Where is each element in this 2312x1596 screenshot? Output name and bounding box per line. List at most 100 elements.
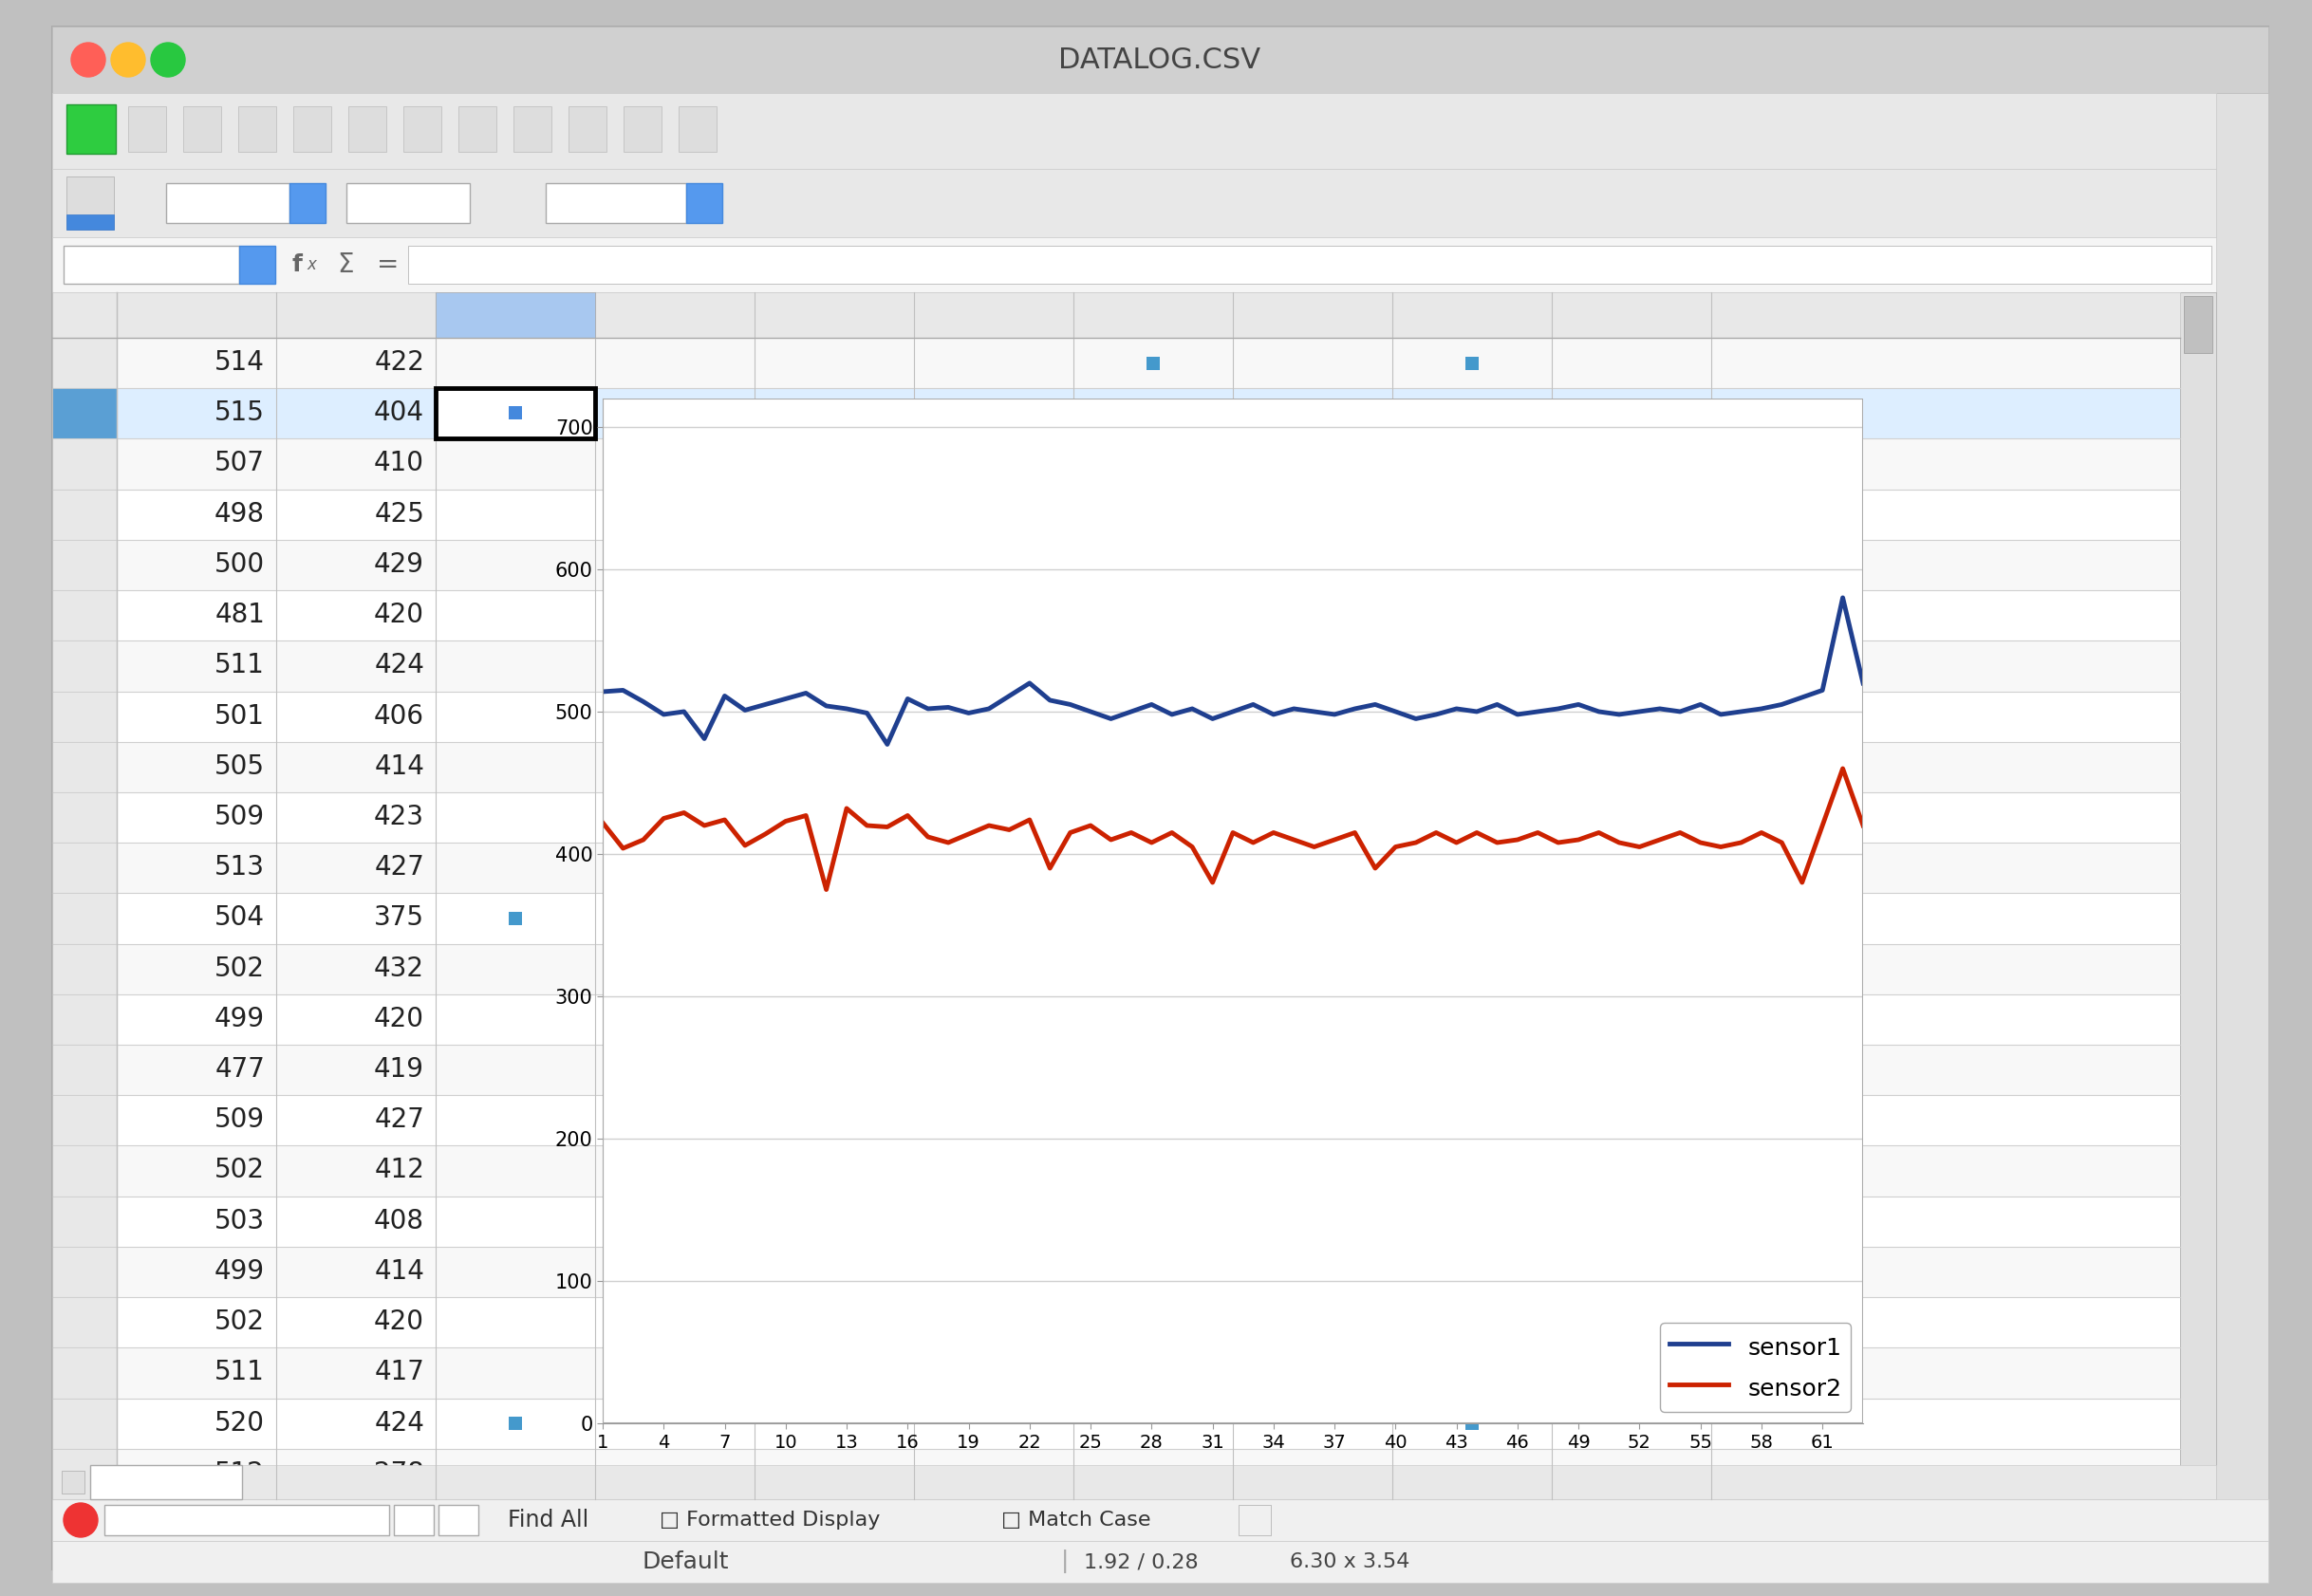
- Bar: [53, 1095, 116, 1146]
- Bar: [1073, 292, 1232, 338]
- Legend: sensor1, sensor2: sensor1, sensor2: [1660, 1323, 1852, 1411]
- Text: Default: Default: [643, 1550, 728, 1574]
- Bar: [347, 184, 469, 223]
- Text: 501: 501: [215, 702, 266, 729]
- Text: 499: 499: [215, 1258, 266, 1285]
- Bar: [2217, 93, 2268, 1569]
- Text: 414: 414: [375, 753, 423, 780]
- Text: 23: 23: [67, 1460, 102, 1486]
- Text: □ Formatted Display: □ Formatted Display: [659, 1510, 881, 1529]
- Text: 498: 498: [215, 501, 266, 527]
- Text: Σ: Σ: [338, 252, 354, 278]
- sensor2: [1829, 760, 1857, 779]
- Text: 509: 509: [215, 1106, 266, 1133]
- Text: 414: 414: [375, 1258, 423, 1285]
- Circle shape: [65, 1503, 97, 1537]
- sensor2: [1484, 833, 1512, 852]
- Text: 2: 2: [76, 399, 95, 426]
- sensor1: [996, 686, 1024, 705]
- Bar: [53, 292, 116, 338]
- Bar: [53, 292, 2180, 1499]
- Text: 18: 18: [67, 1208, 102, 1234]
- Text: 8: 8: [76, 702, 92, 729]
- Text: 17: 17: [67, 1157, 102, 1184]
- Bar: [67, 104, 116, 153]
- Bar: [116, 894, 2180, 943]
- Text: 511: 511: [215, 1360, 266, 1385]
- Text: 20: 20: [67, 1309, 102, 1336]
- Text: 477: 477: [215, 1057, 266, 1082]
- Text: ✕: ✕: [72, 1510, 90, 1529]
- Bar: [1232, 292, 1392, 338]
- Text: F: F: [987, 302, 1001, 329]
- Text: 512: 512: [215, 1460, 266, 1486]
- Text: 22: 22: [67, 1409, 102, 1436]
- Text: 6: 6: [76, 602, 92, 629]
- Bar: [1392, 292, 1551, 338]
- Bar: [166, 184, 289, 223]
- Text: 15: 15: [67, 1057, 102, 1082]
- Bar: [458, 107, 497, 152]
- Bar: [680, 107, 717, 152]
- Bar: [67, 177, 113, 230]
- Text: 🔍: 🔍: [1242, 1511, 1253, 1529]
- Text: 423: 423: [375, 804, 423, 830]
- Text: 502: 502: [215, 1157, 266, 1184]
- Text: Find: Find: [118, 1508, 166, 1532]
- Circle shape: [111, 43, 146, 77]
- Bar: [435, 292, 594, 1499]
- Bar: [402, 107, 442, 152]
- Text: 21: 21: [67, 1360, 102, 1385]
- Text: J: J: [1628, 302, 1635, 329]
- Bar: [53, 591, 116, 640]
- Text: 502: 502: [215, 1309, 266, 1336]
- Text: 10: 10: [67, 804, 102, 830]
- Bar: [1239, 1505, 1272, 1535]
- Bar: [116, 691, 2180, 742]
- Text: None: None: [569, 192, 631, 214]
- Bar: [53, 1246, 116, 1298]
- Text: 3: 3: [76, 450, 92, 477]
- Bar: [116, 388, 2180, 439]
- Text: 404: 404: [375, 399, 423, 426]
- Bar: [53, 1045, 116, 1095]
- Bar: [116, 843, 2180, 894]
- Bar: [2185, 295, 2213, 353]
- sensor1: [955, 704, 983, 723]
- Bar: [116, 1045, 2180, 1095]
- Bar: [53, 1499, 2268, 1542]
- Text: Find All: Find All: [509, 1508, 590, 1532]
- Bar: [687, 184, 721, 223]
- Bar: [594, 292, 754, 338]
- Bar: [53, 388, 116, 439]
- Bar: [53, 943, 116, 994]
- Text: 278: 278: [375, 1460, 423, 1486]
- Bar: [53, 93, 2217, 169]
- sensor2: [1850, 816, 1877, 835]
- Bar: [53, 1298, 116, 1347]
- sensor1: [874, 734, 902, 753]
- Text: 507: 507: [215, 450, 266, 477]
- Text: 509: 509: [215, 804, 266, 830]
- Text: 410: 410: [375, 450, 423, 477]
- Text: DATALOG: DATALOG: [118, 1473, 215, 1492]
- Text: x: x: [307, 257, 317, 273]
- Bar: [1466, 911, 1480, 926]
- Bar: [116, 1449, 2180, 1499]
- Bar: [275, 292, 435, 338]
- Text: 417: 417: [375, 1360, 423, 1385]
- Bar: [53, 539, 116, 591]
- Bar: [53, 640, 116, 691]
- Bar: [53, 27, 2268, 93]
- Text: 7: 7: [76, 653, 92, 678]
- Text: 412: 412: [375, 1157, 423, 1184]
- Text: 427: 427: [375, 854, 423, 881]
- sensor2: [1198, 873, 1225, 892]
- sensor2: [1808, 816, 1836, 835]
- Bar: [238, 246, 275, 284]
- sensor1: [1829, 589, 1857, 608]
- Text: □ Match Case: □ Match Case: [1001, 1510, 1151, 1529]
- Bar: [116, 591, 2180, 640]
- Text: 4: 4: [76, 501, 92, 527]
- Bar: [294, 107, 331, 152]
